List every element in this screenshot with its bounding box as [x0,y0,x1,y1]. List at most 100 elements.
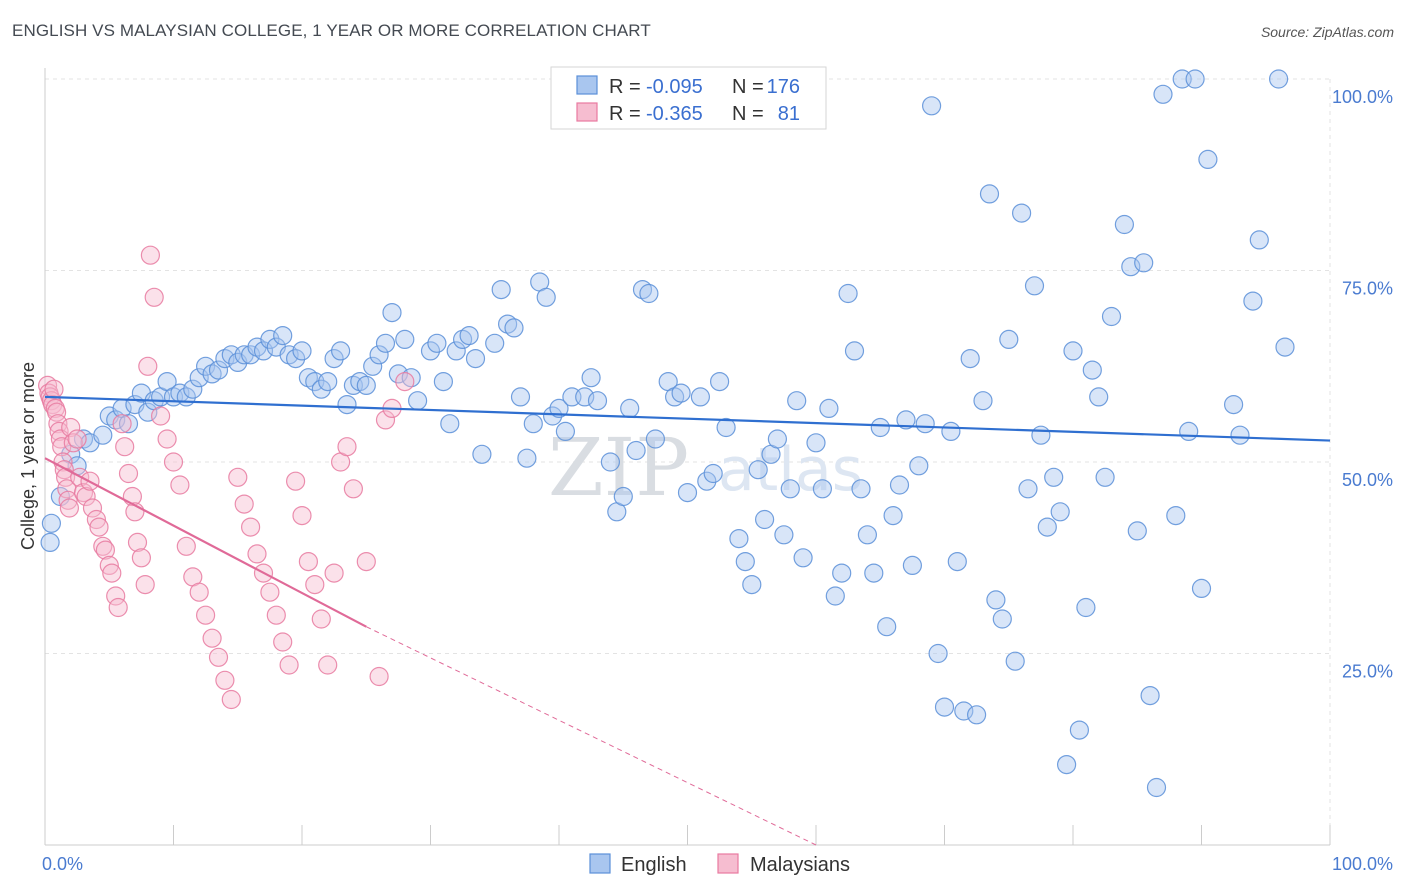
bottom-legend-english: English [621,854,687,876]
scatter-point-english [832,563,852,583]
scatter-point-english [420,341,441,361]
trend-line-malaysian-extension [366,626,817,846]
scatter-point-english [812,479,833,499]
scatter-point-english [395,329,415,349]
scatter-point-malaysians [99,555,119,576]
scatter-point-english [446,341,466,361]
scatter-point-english [1153,84,1173,104]
scatter-point-english [742,574,762,595]
x-tick-labels: 0.0% 100.0% [42,854,1393,874]
scatter-point-english [292,341,312,361]
scatter-point-english [183,379,203,399]
scatter-point-english [979,184,1000,204]
scatter-point-english [1069,720,1090,740]
scatter-point-english [620,398,640,418]
scatter-point-english [485,333,505,353]
scatter-point-english [825,586,845,606]
scatter-point-malaysians [215,670,235,690]
scatter-point-malaysians [260,582,280,602]
trend-lines [44,395,1331,846]
scatter-point-malaysians [273,632,293,652]
legend-n-label-malaysian: N = [732,103,764,125]
scatter-point-english [767,429,788,449]
legend-r-value-malaysian: -0.365 [646,103,703,125]
scatter-point-malaysians [89,517,109,537]
y-tick-labels: 25.0% 50.0% 75.0% 100.0% [1332,87,1393,682]
scatter-point-malaysians [318,655,338,675]
y-tick-label: 75.0% [1342,279,1393,299]
axes [44,68,1331,846]
scatter-point-english [729,528,749,549]
scatter-point-english [941,421,961,441]
scatter-point-english [1198,149,1218,169]
scatter-point-english [1056,754,1077,775]
scatter-point-english [331,341,351,361]
scatter-point-english [1011,203,1032,223]
watermark: ZIP atlas [548,421,863,514]
scatter-point-english [819,398,839,418]
scatter-point-malaysians [61,417,81,438]
scatter-point-english [806,433,826,453]
scatter-point-malaysians [95,540,116,560]
scatter-point-english [960,349,980,369]
scatter-point-malaysians [311,609,331,629]
scatter-point-english [992,609,1012,629]
scatter-point-english [459,326,479,346]
bottom-swatch-english [589,853,611,874]
scatter-point-english [93,425,113,445]
scatter-point-english [1024,276,1045,296]
scatter-point-english [1018,479,1038,499]
malaysian-points [37,245,415,710]
scatter-point-english [915,414,935,434]
scatter-point-malaysians [221,689,241,710]
scatter-point-english [857,525,878,545]
scatter-point-malaysians [279,655,299,675]
scatter-point-malaysians [108,597,128,618]
scatter-point-english [40,532,60,553]
scatter-point-english [472,444,492,464]
scatter-point-english [504,318,524,338]
scatter-point-english [138,402,158,422]
scatter-point-english [1179,421,1199,441]
scatter-point-malaysians [140,245,160,265]
scatter-point-english [517,448,537,468]
scatter-point-english [260,329,280,349]
scatter-point-english [851,479,871,499]
scatter-point-english [510,387,531,407]
scatter-point-malaysians [356,551,376,572]
trend-line-malaysian [44,457,367,628]
scatter-point-english [787,391,807,411]
scatter-point-english [748,460,768,480]
scatter-point-malaysians [131,548,151,568]
scatter-point-english [363,356,383,376]
y-tick-label: 25.0% [1342,662,1393,682]
x-tick-label: 100.0% [1332,854,1393,874]
scatter-point-english [575,387,595,407]
scatter-point-english [909,456,929,476]
scatter-point-english [1076,597,1096,618]
scatter-point-malaysians [106,586,126,606]
scatter-point-english [369,345,389,365]
scatter-point-english [491,280,511,300]
scatter-point-malaysians [144,287,164,307]
scatter-point-english [889,475,910,495]
scatter-point-malaysians [48,414,68,434]
scatter-point-english [318,372,338,392]
scatter-point-malaysians [44,379,64,399]
scatter-point-english [947,551,967,572]
english-points [40,69,1295,798]
scatter-point-english [1185,69,1205,89]
scatter-point-malaysians [241,517,261,537]
scatter-point-english [780,479,800,499]
scatter-point-english [1230,425,1250,445]
legend-r-label-english: R = [609,76,641,98]
scatter-point-english [1044,467,1064,487]
x-tick-label: 0.0% [42,854,83,874]
legend-swatch-english [576,75,598,95]
y-tick-label: 100.0% [1332,87,1393,107]
scatter-point-english [1166,505,1186,526]
scatter-point-malaysians [292,505,312,526]
scatter-point-english [1031,425,1051,445]
scatter-point-english [844,341,865,361]
